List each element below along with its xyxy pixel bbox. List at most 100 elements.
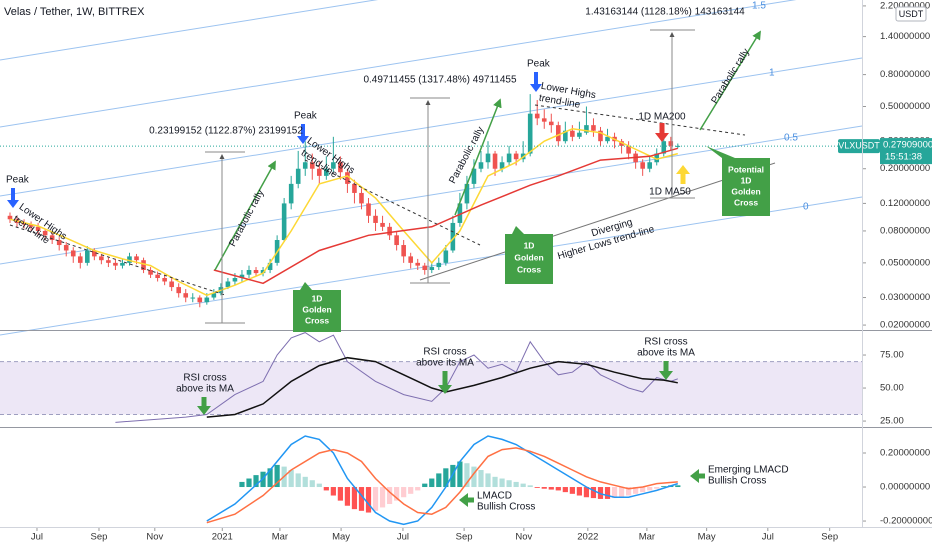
candle-body — [647, 162, 652, 169]
measure — [205, 151, 245, 324]
annotation: RSI cross — [644, 337, 687, 348]
x-tick-label: Sep — [456, 532, 473, 543]
candle-body — [359, 192, 364, 204]
arrow — [454, 98, 502, 216]
annotation: RSI cross — [183, 373, 226, 384]
callout — [293, 282, 341, 332]
histogram-bar — [337, 487, 343, 501]
histogram-bar — [569, 487, 575, 494]
histogram-bar — [394, 487, 400, 501]
candle-body — [408, 256, 413, 263]
y-tick-label: 0.08000000 — [880, 225, 930, 236]
candle-body — [92, 250, 97, 257]
histogram-bar — [654, 487, 660, 489]
candle-body — [436, 262, 442, 268]
histogram-bar — [527, 485, 533, 488]
candle-body — [324, 168, 329, 176]
histogram-bar — [633, 487, 639, 494]
annotation: Peak — [6, 175, 30, 186]
candle-body — [471, 168, 477, 184]
histogram-bar — [379, 487, 386, 508]
y-tick-label: 0.05000000 — [880, 257, 930, 268]
currency-box[interactable] — [895, 6, 927, 22]
candle-body — [668, 141, 674, 146]
candle-body — [70, 250, 76, 257]
y-tick-label: 0.12000000 — [880, 198, 930, 209]
histogram-bar — [365, 487, 372, 513]
histogram-bar — [295, 473, 301, 488]
x-tick-label: Jul — [397, 532, 409, 543]
candle-body — [253, 270, 259, 274]
histogram-bar — [499, 478, 505, 488]
histogram-bar — [506, 480, 512, 488]
trend-line — [9, 224, 226, 296]
histogram-bar — [288, 470, 294, 488]
candle-body — [225, 281, 231, 288]
fib-label: 0 — [803, 202, 809, 213]
histogram-bar — [309, 480, 315, 488]
trend-line — [419, 162, 776, 281]
candle-body — [56, 240, 62, 246]
fib-label: 1 — [769, 68, 775, 79]
indicator-line — [206, 435, 679, 526]
candle-body — [141, 260, 146, 271]
candle-body — [654, 153, 660, 163]
countdown: 15:51:38 — [885, 152, 922, 163]
arrow — [530, 84, 542, 92]
candle-body — [211, 293, 217, 298]
callout-text: Cross — [734, 197, 758, 207]
candle-body — [239, 274, 245, 279]
candle-body — [598, 130, 603, 142]
histogram-bar — [450, 464, 456, 488]
histogram-bar — [611, 487, 618, 499]
candle-body — [267, 262, 273, 271]
candle-body — [28, 224, 34, 227]
candle-body — [541, 118, 547, 122]
golden-cross-boxes: 1D Golden Cross 1D Golden Cross Potentia… — [293, 146, 770, 332]
y-tick-label: 1.40000000 — [880, 31, 930, 42]
candle-body — [464, 183, 470, 204]
x-tick-label: Sep — [91, 532, 108, 543]
candle-body — [35, 226, 41, 231]
candle-body — [63, 245, 69, 251]
callout-text: Golden — [302, 304, 331, 314]
candle-body — [485, 153, 491, 163]
histogram-bar — [267, 468, 273, 488]
x-tick-label: Jul — [31, 532, 43, 543]
candle-body — [134, 256, 139, 261]
candle-body — [338, 162, 343, 173]
candle-body — [675, 145, 681, 147]
candle-body — [450, 222, 456, 251]
candle-body — [162, 278, 167, 282]
x-tick-label: Nov — [146, 532, 163, 543]
candle-body — [42, 230, 48, 236]
candle-body — [281, 203, 287, 241]
histogram-bar — [436, 473, 442, 488]
candle-body — [21, 222, 27, 225]
price-tag — [880, 138, 932, 165]
callout-text: Cross — [517, 264, 541, 274]
arrow — [655, 133, 669, 142]
histogram-bar — [386, 487, 393, 505]
candle-body — [183, 293, 189, 298]
candle-body — [506, 153, 512, 163]
candle-body — [232, 278, 238, 282]
histogram-bar — [316, 483, 322, 488]
y-tick-label: -0.20000000 — [880, 516, 932, 527]
histogram-bar — [485, 473, 491, 488]
arrow — [7, 200, 19, 208]
measure-label: 0.49711455 (1317.48%) 49711455 — [363, 75, 517, 86]
histogram-bar — [415, 487, 421, 491]
candle-body — [190, 297, 196, 299]
candle-body — [380, 222, 385, 227]
arrow — [699, 30, 761, 131]
histogram-bar — [583, 487, 590, 498]
fib-label: 0.5 — [784, 133, 798, 144]
callout-text: Potential — [728, 164, 764, 174]
annotation: RSI cross — [423, 347, 466, 358]
histogram-bar — [464, 463, 470, 488]
x-tick-label: Sep — [821, 532, 838, 543]
arrow — [297, 136, 309, 144]
histogram-bar — [302, 476, 308, 488]
candle-body — [584, 125, 589, 133]
